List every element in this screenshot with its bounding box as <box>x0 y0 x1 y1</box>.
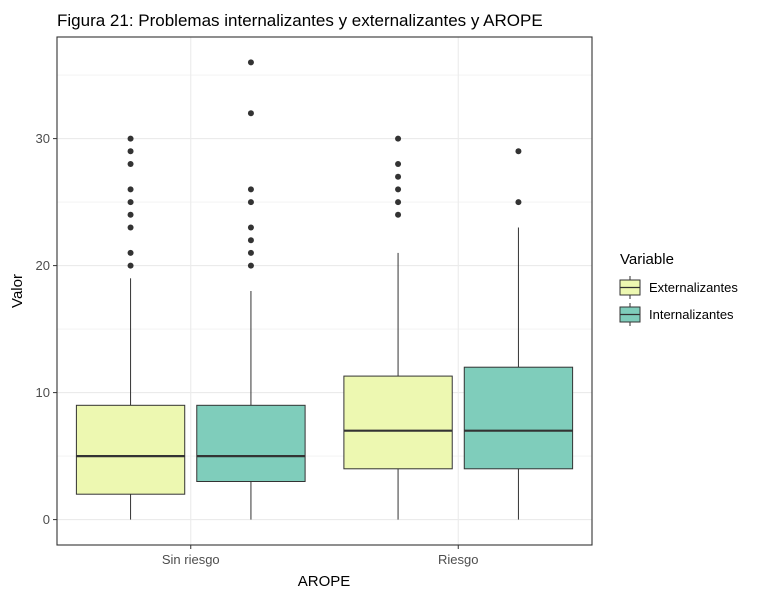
outlier-point <box>247 249 254 256</box>
legend-label: Internalizantes <box>649 307 734 322</box>
legend-item-externalizantes: Externalizantes <box>619 276 738 299</box>
outlier-point <box>127 199 134 206</box>
x-axis: Sin riesgo Riesgo <box>162 545 478 567</box>
box-iqr <box>463 366 574 470</box>
outlier-point <box>247 262 254 269</box>
outlier-point <box>395 186 402 193</box>
legend-item-internalizantes: Internalizantes <box>619 303 734 326</box>
box-externalizantes-riesgo <box>343 135 453 520</box>
outlier-point <box>127 148 134 155</box>
box-iqr <box>343 375 453 470</box>
x-axis-title: AROPE <box>298 573 351 590</box>
outlier-point <box>515 199 522 206</box>
outlier-point <box>247 59 254 66</box>
legend-label: Externalizantes <box>649 280 738 295</box>
outlier-point <box>247 224 254 231</box>
chart-title: Figura 21: Problemas internalizantes y e… <box>57 11 543 30</box>
outlier-point <box>247 186 254 193</box>
y-tick-label: 10 <box>36 385 50 400</box>
outlier-point <box>515 148 522 155</box>
outlier-point <box>127 161 134 167</box>
outlier-point <box>247 110 254 117</box>
legend: Variable Externalizantes Internalizantes <box>619 251 738 326</box>
outlier-point <box>127 135 134 142</box>
outlier-point <box>127 224 134 231</box>
legend-title: Variable <box>620 251 674 268</box>
outlier-point <box>395 173 402 180</box>
y-axis-title: Valor <box>9 274 26 308</box>
outlier-point <box>395 135 402 142</box>
outlier-point <box>395 199 402 206</box>
y-tick-label: 30 <box>36 131 50 146</box>
box-externalizantes-sin-riesgo <box>75 135 186 520</box>
outlier-point <box>247 199 254 206</box>
outlier-point <box>247 237 254 244</box>
outlier-point <box>127 262 134 269</box>
outlier-point <box>127 211 134 218</box>
box-iqr <box>196 404 306 482</box>
y-tick-label: 0 <box>43 512 50 527</box>
outlier-point <box>127 249 134 256</box>
grid-lines <box>57 37 592 545</box>
box-internalizantes-riesgo <box>463 148 574 520</box>
y-tick-label: 20 <box>36 258 50 273</box>
boxes-layer <box>75 59 574 520</box>
box-internalizantes-sin-riesgo <box>196 59 306 520</box>
outlier-point <box>395 161 402 167</box>
y-axis: 0 10 20 30 <box>36 131 57 527</box>
outlier-point <box>395 211 402 218</box>
plot-border <box>56 36 593 546</box>
x-tick-label: Sin riesgo <box>162 552 220 567</box>
x-tick-label: Riesgo <box>438 552 478 567</box>
box-iqr <box>75 404 186 495</box>
outlier-point <box>127 186 134 193</box>
